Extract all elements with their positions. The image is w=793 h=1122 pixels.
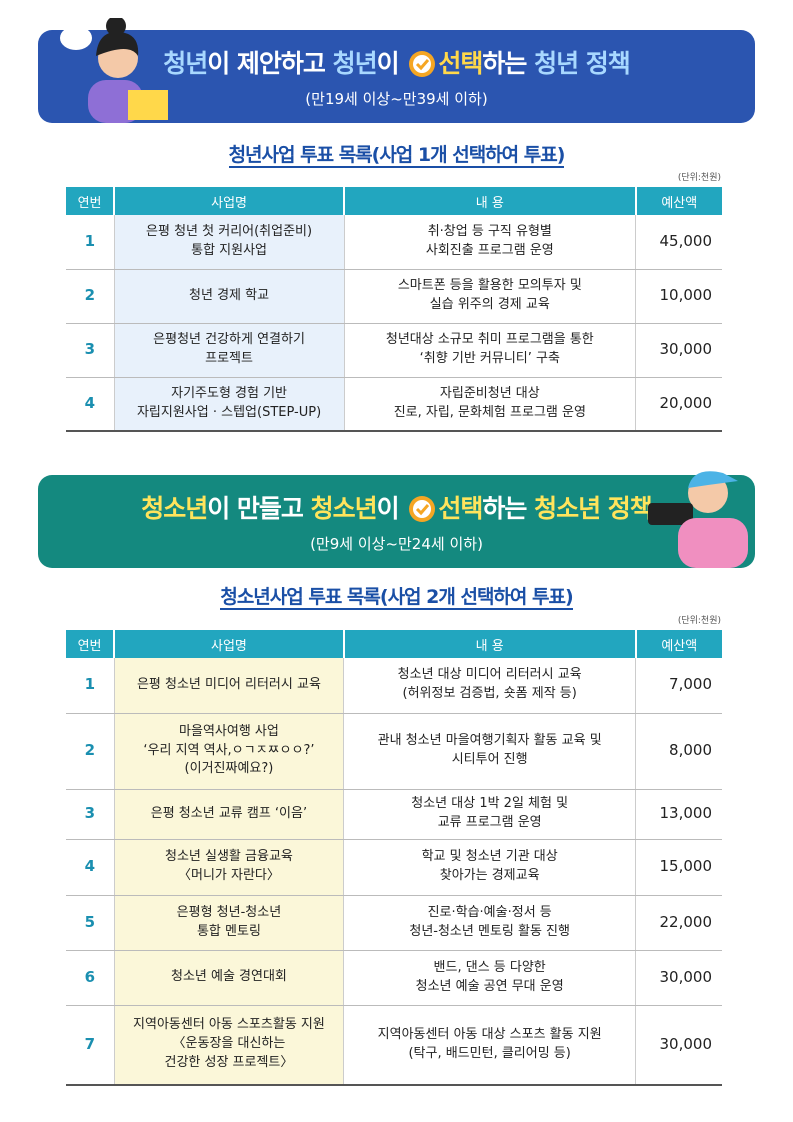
cell: 밴드, 댄스 등 다양한 청소년 예술 공연 무대 운영 bbox=[343, 950, 636, 1006]
cell: 은평형 청년-청소년 통합 멘토링 bbox=[113, 895, 344, 951]
banner-title: 청소년이 만들고 청소년이 선택하는 청소년 정책 bbox=[38, 489, 755, 525]
title-part: 이 bbox=[376, 49, 407, 78]
cell: 20,000 bbox=[635, 377, 722, 432]
title-part: 청년 bbox=[332, 49, 378, 78]
illustration bbox=[60, 18, 168, 123]
row: 4 자기주도형 경험 기반 자립지원사업 · 스텝업(STEP-UP) 자립준비청년… bbox=[66, 377, 722, 432]
cell: 10,000 bbox=[635, 269, 722, 324]
heading-text: 청년사업 투표 목록(사업 1개 선택하여 투표) bbox=[228, 144, 565, 168]
cell: 은평 청소년 교류 캠프 ‘이음’ bbox=[113, 789, 344, 840]
illustration bbox=[648, 471, 748, 568]
cell: 학교 및 청소년 기관 대상 찾아가는 경제교육 bbox=[343, 839, 636, 896]
cell: 관내 청소년 마을여행기획자 활동 교육 및 시티투어 진행 bbox=[343, 713, 636, 790]
row: 2 청년 경제 학교 스마트폰 등을 활용한 모의투자 및 실습 위주의 경제 교육… bbox=[66, 269, 722, 324]
cell: 청년대상 소규모 취미 프로그램을 통한 ‘취향 기반 커뮤니티’ 구축 bbox=[343, 323, 636, 378]
cell: 30,000 bbox=[635, 950, 722, 1006]
cell: 1 bbox=[66, 658, 115, 714]
cell: 마을역사여행 사업 ‘우리 지역 역사,ㅇㄱㅈㅉㅇㅇ?’ (이거진짜예요?) bbox=[113, 713, 344, 790]
cell: 45,000 bbox=[635, 215, 722, 270]
cell: 청소년 대상 1박 2일 체험 및 교류 프로그램 운영 bbox=[343, 789, 636, 840]
cell: 자립준비청년 대상 진로, 자립, 문화체험 프로그램 운영 bbox=[343, 377, 636, 432]
title-part: 선택 bbox=[438, 49, 483, 78]
cell: 2 bbox=[66, 269, 115, 324]
header-cell: 연번 bbox=[66, 630, 115, 658]
banner-title: 청년이 제안하고 청년이 선택하는 청년 정책 bbox=[38, 44, 755, 80]
header-row: 연번 사업명 내 용 예산액 bbox=[66, 187, 722, 215]
cell: 청소년 대상 미디어 리터러시 교육 (허위정보 검증법, 숏폼 제작 등) bbox=[343, 658, 636, 714]
cell: 3 bbox=[66, 789, 115, 840]
row: 4 청소년 실생활 금융교육 〈머니가 자란다〉 학교 및 청소년 기관 대상 찾아… bbox=[66, 839, 722, 896]
banner-subtitle: (만19세 이상~만39세 이하) bbox=[305, 90, 488, 108]
title-part: 청년 정책 bbox=[534, 49, 631, 78]
cell: 7,000 bbox=[635, 658, 722, 714]
cell: 청소년 예술 경연대회 bbox=[113, 950, 344, 1006]
header-cell: 연번 bbox=[66, 187, 115, 215]
cell: 취·창업 등 구직 유형별 사회진출 프로그램 운영 bbox=[343, 215, 636, 270]
title-part: 하는 bbox=[482, 49, 535, 78]
cell: 4 bbox=[66, 377, 115, 432]
header-row: 연번 사업명 내 용 예산액 bbox=[66, 630, 722, 658]
title-part: 이 만들고 bbox=[207, 494, 311, 523]
row: 1 은평 청년 첫 커리어(취업준비) 통합 지원사업 취·창업 등 구직 유형별 … bbox=[66, 215, 722, 270]
cell: 진로·학습·예술·정서 등 청년-청소년 멘토링 활동 진행 bbox=[343, 895, 636, 951]
cell: 6 bbox=[66, 950, 115, 1006]
cell: 1 bbox=[66, 215, 115, 270]
cell: 은평 청년 첫 커리어(취업준비) 통합 지원사업 bbox=[113, 215, 345, 270]
header-cell: 예산액 bbox=[634, 187, 722, 215]
cell: 15,000 bbox=[635, 839, 722, 896]
row: 5 은평형 청년-청소년 통합 멘토링 진로·학습·예술·정서 등 청년-청소년 멘… bbox=[66, 895, 722, 951]
heading-text: 청소년사업 투표 목록(사업 2개 선택하여 투표) bbox=[220, 586, 574, 610]
title-part: 청년 bbox=[163, 49, 208, 78]
banner: 청년이 제안하고 청년이 선택하는 청년 정책 (만19세 이상~만39세 이하) bbox=[38, 18, 755, 123]
cell: 22,000 bbox=[635, 895, 722, 951]
check-icon bbox=[409, 496, 436, 522]
cell: 8,000 bbox=[635, 713, 722, 790]
header-cell: 사업명 bbox=[113, 187, 345, 215]
row: 3 은평 청소년 교류 캠프 ‘이음’ 청소년 대상 1박 2일 체험 및 교류 프… bbox=[66, 789, 722, 840]
cell: 2 bbox=[66, 713, 115, 790]
title-part: 청소년 정책 bbox=[534, 494, 653, 523]
header-cell: 내 용 bbox=[342, 630, 636, 658]
unit-note: (단위:천원) bbox=[677, 616, 721, 626]
cell: 지역아동센터 아동 스포츠활동 지원 〈운동장을 대신하는 건강한 성장 프로젝… bbox=[113, 1005, 344, 1086]
cell: 5 bbox=[66, 895, 115, 951]
cell: 스마트폰 등을 활용한 모의투자 및 실습 위주의 경제 교육 bbox=[343, 269, 636, 324]
row: 6 청소년 예술 경연대회 밴드, 댄스 등 다양한 청소년 예술 공연 무대 운영… bbox=[66, 950, 722, 1006]
row: 1 은평 청소년 미디어 리터러시 교육 청소년 대상 미디어 리터러시 교육 (허… bbox=[66, 658, 722, 714]
unit-note: (단위:천원) bbox=[677, 173, 721, 183]
banner: 청소년이 만들고 청소년이 선택하는 청소년 정책 (만9세 이상~만24세 이하… bbox=[38, 471, 755, 568]
row: 2 마을역사여행 사업 ‘우리 지역 역사,ㅇㄱㅈㅉㅇㅇ?’ (이거진짜예요?) 관… bbox=[66, 713, 722, 790]
cell: 청소년 실생활 금융교육 〈머니가 자란다〉 bbox=[113, 839, 344, 896]
table: 연번 사업명 내 용 예산액 1 은평 청년 첫 커리어(취업준비) 통합 지원사업 취·창… bbox=[66, 187, 722, 432]
cell: 자기주도형 경험 기반 자립지원사업 · 스텝업(STEP-UP) bbox=[113, 377, 345, 432]
cell: 7 bbox=[66, 1005, 115, 1086]
table: 연번 사업명 내 용 예산액 1 은평 청소년 미디어 리터러시 교육 청소년 대상 미디어… bbox=[66, 630, 722, 1086]
row: 7 지역아동센터 아동 스포츠활동 지원 〈운동장을 대신하는 건강한 성장 프로… bbox=[66, 1005, 722, 1086]
cell: 은평청년 건강하게 연결하기 프로젝트 bbox=[113, 323, 345, 378]
title-part: 청소년 bbox=[141, 494, 208, 523]
cell: 은평 청소년 미디어 리터러시 교육 bbox=[113, 658, 344, 714]
header-cell: 내 용 bbox=[343, 187, 636, 215]
table-heading: 청소년사업 투표 목록(사업 2개 선택하여 투표) bbox=[0, 582, 793, 610]
header-cell: 사업명 bbox=[113, 630, 344, 658]
check-icon bbox=[409, 51, 436, 77]
title-part: 청소년 bbox=[310, 494, 378, 523]
header-cell: 예산액 bbox=[634, 630, 722, 658]
cell: 30,000 bbox=[635, 1005, 722, 1086]
table-heading: 청년사업 투표 목록(사업 1개 선택하여 투표) bbox=[0, 140, 793, 168]
title-part: 선택 bbox=[438, 494, 483, 523]
title-part: 하는 bbox=[482, 494, 535, 523]
cell: 30,000 bbox=[635, 323, 722, 378]
title-part: 이 bbox=[376, 494, 407, 523]
cell: 지역아동센터 아동 대상 스포츠 활동 지원 (탁구, 배드민턴, 클리어밍 등… bbox=[343, 1005, 636, 1086]
row: 3 은평청년 건강하게 연결하기 프로젝트 청년대상 소규모 취미 프로그램을 통한… bbox=[66, 323, 722, 378]
cell: 3 bbox=[66, 323, 115, 378]
cell: 4 bbox=[66, 839, 115, 896]
cell: 13,000 bbox=[635, 789, 722, 840]
title-part: 이 제안하고 bbox=[207, 49, 333, 78]
banner-subtitle: (만9세 이상~만24세 이하) bbox=[310, 535, 483, 553]
cell: 청년 경제 학교 bbox=[113, 269, 345, 324]
